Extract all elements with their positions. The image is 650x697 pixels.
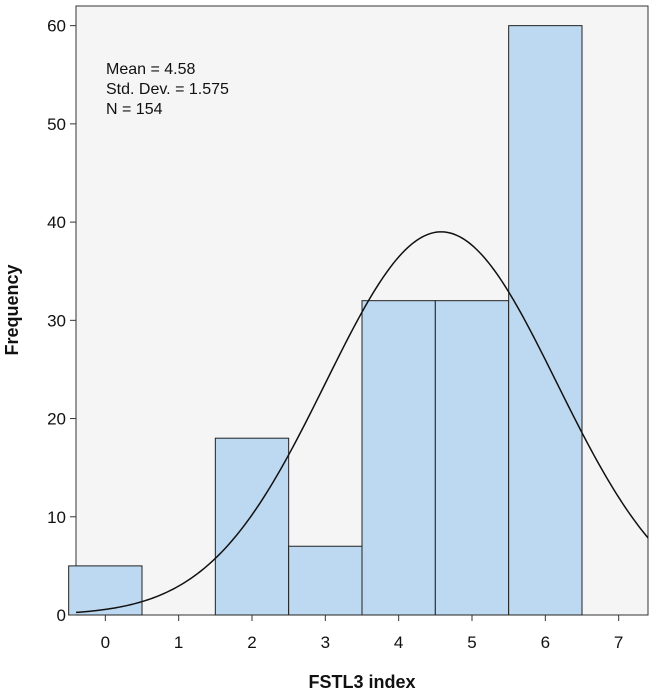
y-tick-label: 40 [47, 213, 66, 232]
y-axis: 0 10 20 30 40 50 60 [47, 17, 76, 625]
bar-4 [361, 300, 436, 616]
x-tick-label: 5 [467, 633, 476, 652]
bar-2 [214, 437, 290, 616]
y-tick-label: 20 [47, 410, 66, 429]
x-tick-label: 7 [614, 633, 623, 652]
y-tick-label: 30 [47, 311, 66, 330]
stat-mean: Mean = 4.58 [106, 61, 196, 78]
bars-group [68, 25, 583, 616]
bar-6 [508, 25, 583, 616]
bar-5 [434, 300, 510, 616]
y-tick-label: 60 [47, 17, 66, 36]
x-tick-label: 2 [247, 633, 256, 652]
x-tick-label: 6 [541, 633, 550, 652]
stat-std-dev: Std. Dev. = 1.575 [106, 81, 229, 98]
x-tick-label: 1 [174, 633, 183, 652]
x-axis: 0 1 2 3 4 5 6 7 [101, 615, 623, 652]
bar-3 [288, 545, 363, 616]
stat-n: N = 154 [106, 101, 163, 118]
y-tick-label: 10 [47, 508, 66, 527]
y-tick-label: 0 [57, 606, 66, 625]
y-axis-title: Frequency [2, 264, 22, 355]
bar-0 [68, 565, 143, 616]
normal-curve [75, 231, 649, 614]
x-tick-label: 0 [101, 633, 110, 652]
x-axis-title: FSTL3 index [308, 672, 415, 692]
x-tick-label: 3 [321, 633, 330, 652]
y-tick-label: 50 [47, 115, 66, 134]
x-tick-label: 4 [394, 633, 403, 652]
